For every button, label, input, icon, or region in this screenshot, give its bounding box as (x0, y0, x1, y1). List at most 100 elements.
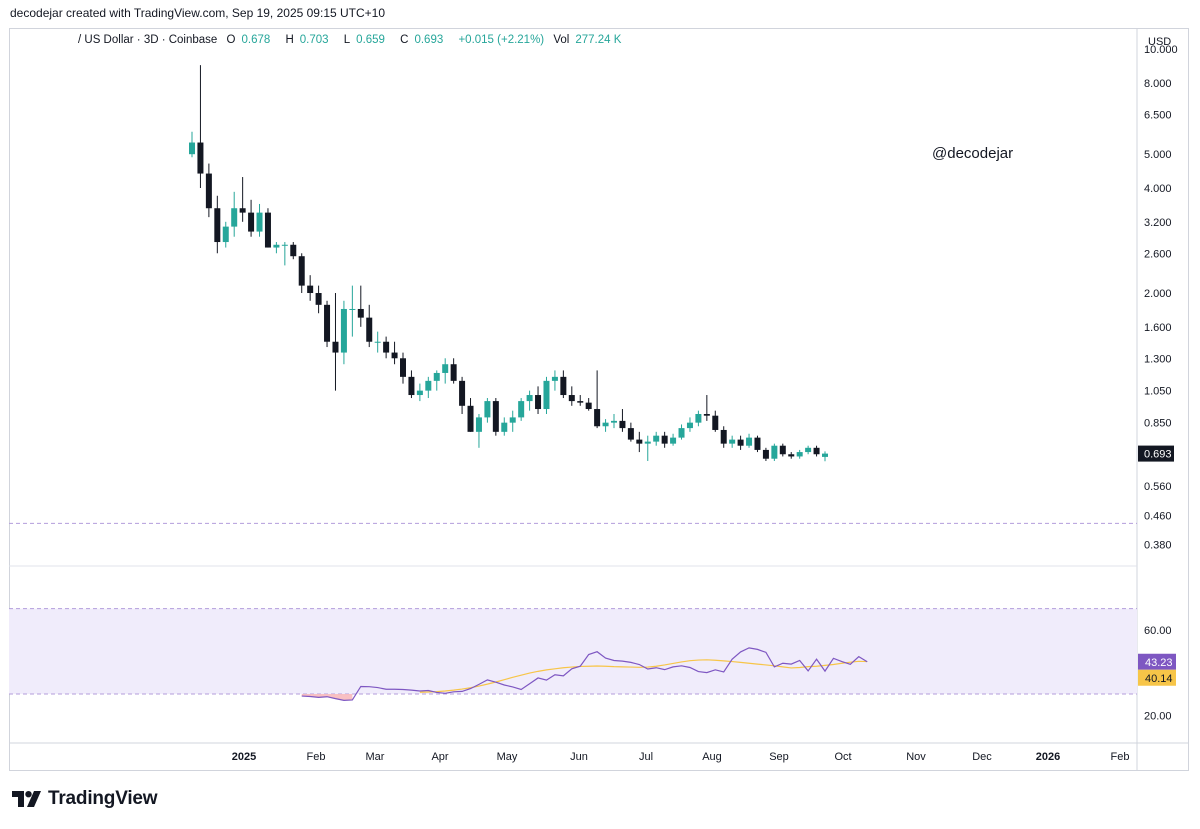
last-price-label: 0.693 (1144, 449, 1172, 461)
candle-body (248, 212, 255, 232)
price-tick-label: 0.560 (1144, 481, 1172, 493)
candle-body (568, 395, 575, 402)
volume-value: Vol 277.24 K (553, 34, 622, 46)
candle-body (340, 308, 347, 353)
time-tick-label: May (497, 751, 518, 763)
rsi-value-tag (1138, 653, 1176, 670)
candle-body (239, 208, 246, 213)
chart-frame (9, 28, 1189, 771)
candle-body (357, 308, 364, 318)
candle-body (678, 428, 685, 438)
candle-body (577, 401, 584, 403)
candle-body (644, 441, 651, 444)
candle-body (551, 376, 558, 381)
time-tick-label: 2025 (232, 751, 256, 763)
low-value: L 0.659 (343, 34, 385, 46)
price-tick-label: 1.300 (1144, 353, 1172, 365)
price-tick-label: 2.000 (1144, 288, 1172, 300)
candle-body (737, 439, 744, 446)
candle-body (754, 437, 761, 450)
candles-group (189, 65, 828, 462)
close-value: C 0.693 (400, 34, 444, 46)
candle-body (214, 208, 221, 243)
rsi-value-label: 43.23 (1145, 657, 1173, 669)
candle-body (391, 352, 398, 359)
candle-body (746, 437, 753, 446)
candle-body (332, 341, 339, 353)
time-tick-label: Apr (431, 751, 448, 763)
rsi-ma-tag (1138, 669, 1176, 686)
candle-body (298, 256, 305, 286)
tradingview-logo[interactable]: TradingView (12, 788, 158, 810)
rsi-axis[interactable]: 60.00 20.00 43.23 40.14 (1138, 625, 1176, 722)
price-tick-label: 6.500 (1144, 109, 1172, 121)
symbol-description[interactable]: / US Dollar · 3D · Coinbase (78, 34, 218, 46)
change-value: +0.015 (+2.21%) (458, 34, 545, 46)
candle-body (416, 390, 423, 396)
candle-body (805, 447, 812, 453)
time-tick-label: Jul (639, 751, 653, 763)
candle-body (231, 208, 238, 227)
price-tick-label: 1.600 (1144, 322, 1172, 334)
time-tick-label: Aug (702, 751, 722, 763)
symbol-legend: / US Dollar · 3D · Coinbase O 0.678 H 0.70… (78, 34, 633, 46)
candle-body (720, 429, 727, 444)
candle-body (703, 413, 710, 416)
time-tick-label: Mar (366, 751, 385, 763)
open-value: O 0.678 (226, 34, 271, 46)
time-axis[interactable]: 2025 Feb Mar Apr May Jun Jul Aug Sep Oct Nov Dec 202… (232, 751, 1130, 763)
candle-body (796, 452, 803, 457)
price-tick-label: 0.380 (1144, 540, 1172, 552)
candle-body (501, 422, 508, 432)
price-axis[interactable]: 10.000 8.000 6.500 5.000 4.000 3.200 2.600 2.00… (1138, 44, 1178, 552)
candle-body (788, 454, 795, 457)
rsi-line (301, 647, 868, 701)
price-tick-label: 2.600 (1144, 248, 1172, 260)
price-tick-label: 4.000 (1144, 183, 1172, 195)
candle-body (484, 401, 491, 418)
price-tick-label: 10.000 (1144, 44, 1178, 56)
rsi-band-fill (9, 608, 1137, 694)
candle-body (653, 435, 660, 442)
author-watermark: @decodejar (932, 145, 1014, 162)
candle-body (492, 401, 499, 432)
candle-body (661, 435, 668, 444)
candle-body (425, 380, 432, 391)
candle-body (467, 405, 474, 432)
candle-body (729, 439, 736, 444)
candle-body (197, 142, 204, 174)
candle-body (205, 173, 212, 209)
candle-body (602, 422, 609, 427)
candle-body (594, 409, 601, 427)
currency-selector[interactable]: USD (1148, 36, 1172, 48)
candle-body (779, 445, 786, 455)
rsi-tick-label: 60.00 (1144, 625, 1172, 637)
candle-body (324, 304, 331, 342)
rsi-ma-label: 40.14 (1145, 673, 1173, 685)
candle-body (290, 244, 297, 257)
candle-body (712, 415, 719, 430)
candle-body (264, 212, 271, 248)
candle-body (281, 244, 288, 246)
candle-body (408, 376, 415, 396)
time-tick-label: 2026 (1036, 751, 1060, 763)
candle-body (349, 308, 356, 310)
candle-body (543, 380, 550, 410)
rsi-oversold-fill (301, 693, 353, 701)
candle-body (535, 395, 542, 410)
candle-body (518, 401, 525, 418)
price-tick-label: 0.850 (1144, 418, 1172, 430)
price-tick-label: 8.000 (1144, 78, 1172, 90)
candle-body (822, 453, 828, 457)
price-tick-label: 3.200 (1144, 217, 1172, 229)
price-tick-label: 1.050 (1144, 386, 1172, 398)
candle-body (560, 376, 567, 396)
candle-body (400, 358, 406, 377)
candle-body (366, 317, 373, 342)
candle-body (189, 142, 195, 155)
rsi-lines-group (301, 647, 868, 701)
tradingview-logo-icon (12, 791, 41, 807)
time-tick-label: Feb (307, 751, 326, 763)
candle-body (619, 420, 626, 429)
